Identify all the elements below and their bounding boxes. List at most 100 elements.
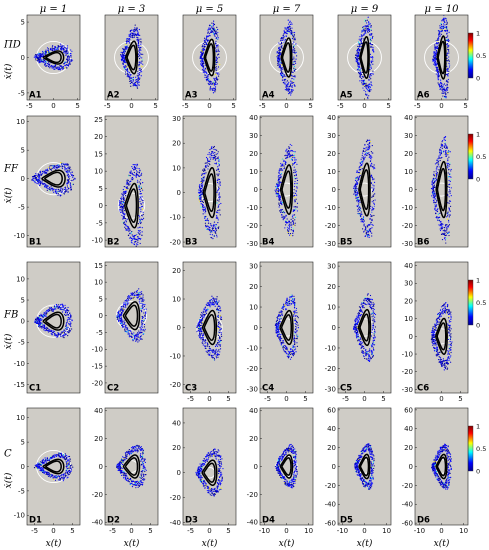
scatter-point: [44, 330, 46, 332]
scatter-point: [68, 166, 70, 168]
scatter-point: [138, 181, 140, 183]
scatter-point: [292, 34, 294, 36]
scatter-point: [360, 73, 363, 75]
scatter-point: [443, 137, 445, 139]
scatter-point: [215, 301, 217, 303]
scatter-point: [43, 183, 45, 185]
scatter-point: [356, 199, 358, 201]
scatter-point: [293, 171, 295, 174]
x-tick-label: -5: [414, 102, 421, 110]
scatter-point: [276, 52, 278, 54]
scatter-point: [365, 141, 368, 143]
scatter-point: [54, 166, 56, 168]
scatter-point: [56, 336, 58, 338]
scatter-point: [208, 83, 210, 86]
scatter-point: [209, 156, 211, 158]
scatter-point: [435, 170, 437, 172]
y-tick-label: 10: [94, 279, 103, 287]
scatter-point: [61, 45, 63, 47]
scatter-point: [291, 163, 293, 165]
scatter-point: [445, 155, 447, 157]
scatter-point: [140, 291, 143, 293]
scatter-point: [356, 51, 359, 53]
scatter-point: [436, 215, 438, 218]
scatter-point: [294, 70, 296, 72]
scatter-point: [215, 300, 218, 302]
scatter-point: [437, 70, 439, 73]
scatter-point: [211, 87, 213, 90]
scatter-point: [373, 168, 375, 170]
scatter-point: [137, 71, 139, 73]
scatter-point: [65, 324, 67, 327]
scatter-point: [448, 207, 450, 209]
scatter-point: [141, 326, 144, 328]
scatter-point: [365, 227, 367, 229]
trajectory-line: [124, 182, 139, 229]
scatter-point: [142, 182, 144, 184]
scatter-point: [278, 55, 280, 58]
scatter-point: [216, 236, 218, 238]
scatter-point: [371, 190, 374, 193]
scatter-point: [445, 152, 447, 154]
scatter-point: [136, 27, 138, 29]
scatter-point: [292, 35, 294, 38]
scatter-point: [434, 55, 436, 57]
scatter-point: [284, 83, 287, 85]
y-tick-label: -5: [96, 219, 103, 227]
scatter-point: [218, 160, 220, 162]
scatter-point: [200, 187, 202, 190]
scatter-point: [210, 25, 213, 27]
scatter-point: [129, 237, 131, 239]
scatter-point: [201, 48, 204, 50]
plot-area: [104, 115, 159, 248]
scatter-point: [445, 93, 447, 95]
plot-content: [430, 136, 452, 244]
scatter-point: [367, 31, 369, 34]
scatter-point: [126, 73, 128, 75]
scatter-point: [57, 307, 59, 309]
scatter-point: [51, 46, 53, 48]
scatter-point: [66, 313, 68, 315]
scatter-point: [212, 238, 214, 240]
scatter-point: [203, 314, 205, 316]
scatter-point: [357, 192, 359, 195]
scatter-point: [139, 232, 141, 234]
scatter-point: [447, 75, 449, 77]
scatter-point: [358, 199, 360, 201]
y-tick-label: -5: [96, 329, 103, 337]
scatter-point: [290, 91, 292, 93]
scatter-point: [210, 154, 213, 157]
y-tick-label: 10: [404, 168, 413, 176]
scatter-point: [65, 190, 67, 193]
scatter-point: [218, 178, 221, 181]
trajectory-line: [126, 44, 137, 71]
scatter-point: [367, 226, 369, 228]
scatter-point: [66, 45, 69, 47]
scatter-point: [137, 236, 139, 238]
scatter-point: [41, 172, 44, 174]
scatter-point: [71, 171, 73, 173]
scatter-point: [294, 200, 296, 202]
scatter-point: [70, 188, 72, 190]
scatter-point: [141, 324, 143, 327]
scatter-point: [278, 58, 281, 61]
scatter-point: [133, 31, 135, 33]
scatter-point: [44, 170, 46, 172]
scatter-point: [358, 203, 360, 205]
scatter-point: [46, 64, 48, 67]
scatter-point: [69, 317, 71, 319]
scatter-point: [287, 221, 289, 224]
scatter-point: [139, 295, 141, 297]
scatter-point: [138, 167, 140, 170]
scatter-point: [448, 62, 450, 64]
scatter-point: [288, 81, 290, 83]
scatter-point: [218, 300, 220, 302]
colorbar-tick-label: 0: [476, 74, 480, 82]
scatter-point: [356, 52, 358, 54]
scatter-point: [120, 197, 122, 199]
scatter-point: [447, 213, 449, 215]
scatter-point: [448, 45, 450, 47]
scatter-point: [215, 228, 217, 230]
scatter-point: [68, 168, 70, 170]
scatter-point: [435, 50, 438, 52]
